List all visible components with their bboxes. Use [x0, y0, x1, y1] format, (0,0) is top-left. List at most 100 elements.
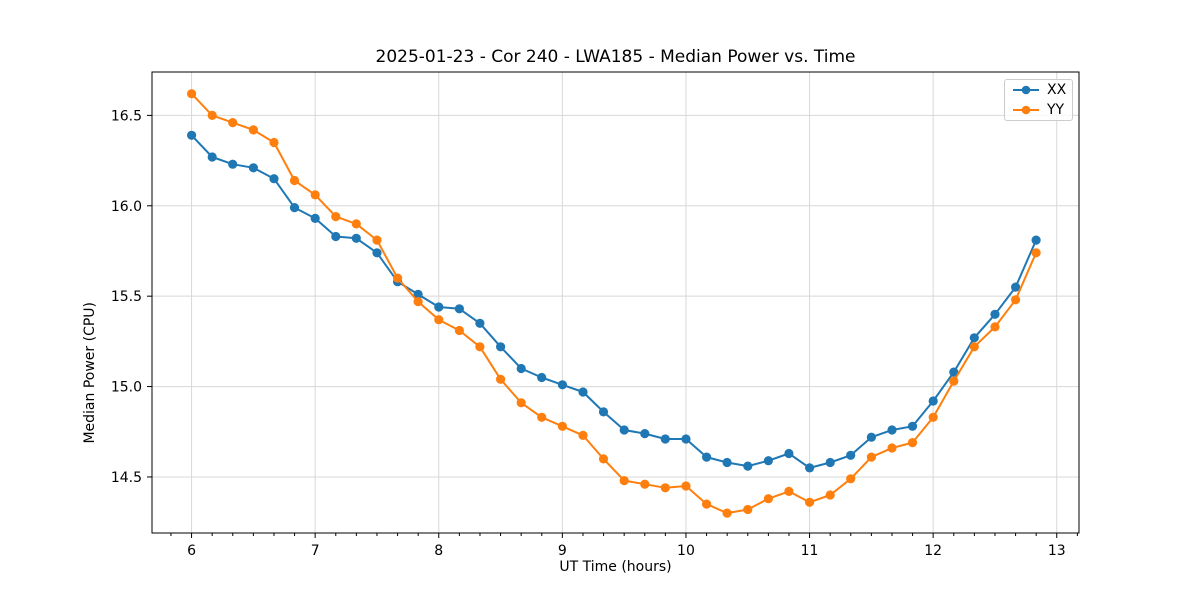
y-tick-label: 14.5 [111, 470, 142, 486]
data-point-yy [289, 175, 300, 186]
data-point-xx [1011, 282, 1021, 292]
data-point-xx [681, 434, 691, 444]
data-point-xx [351, 233, 361, 243]
x-tick-label: 9 [558, 543, 567, 559]
data-point-yy [331, 212, 341, 222]
data-point-yy [928, 412, 938, 422]
data-point-yy [1011, 295, 1021, 305]
data-point-xx [949, 367, 959, 377]
data-point-xx [784, 448, 794, 459]
data-point-xx [722, 457, 732, 468]
data-point-yy [516, 398, 526, 408]
data-point-xx [805, 463, 815, 473]
data-point-yy [372, 235, 382, 245]
data-point-yy [702, 499, 712, 509]
axes-frame [151, 71, 1080, 534]
data-point-xx [578, 387, 588, 397]
data-point-yy [187, 89, 197, 99]
data-point-xx [434, 302, 444, 312]
x-tick-label: 8 [434, 543, 443, 559]
data-point-xx [187, 130, 197, 140]
x-tick-label: 13 [1048, 543, 1066, 559]
data-point-xx [887, 425, 897, 435]
data-point-yy [660, 483, 670, 493]
data-point-yy [763, 494, 774, 504]
y-tick-label: 15.0 [111, 380, 142, 396]
data-point-yy [310, 190, 320, 200]
data-point-xx [331, 231, 341, 242]
data-point-xx [289, 203, 300, 213]
data-point-yy [969, 342, 979, 352]
data-point-xx [248, 163, 258, 173]
data-point-yy [619, 476, 629, 486]
data-point-yy [598, 454, 609, 464]
x-tick-label: 7 [311, 543, 320, 559]
data-point-xx [228, 159, 238, 169]
data-point-xx [598, 407, 609, 417]
data-point-xx [537, 372, 547, 383]
data-point-xx [516, 363, 526, 374]
legend-item-xx: XX [1005, 81, 1072, 99]
data-point-yy [269, 137, 279, 148]
data-point-xx [928, 396, 938, 406]
legend: XX YY [1004, 79, 1073, 121]
data-point-yy [1031, 248, 1041, 258]
data-point-yy [990, 322, 1000, 332]
data-point-yy [351, 219, 361, 229]
data-point-xx [660, 434, 670, 444]
data-point-xx [413, 289, 423, 299]
data-point-yy [475, 342, 485, 352]
chart-title: 2025-01-23 - Cor 240 - LWA185 - Median P… [375, 47, 856, 67]
data-point-xx [866, 432, 877, 442]
data-point-yy [557, 421, 568, 431]
data-point-yy [454, 325, 464, 336]
x-tick-label: 11 [801, 543, 819, 559]
data-point-xx [557, 380, 568, 390]
data-point-yy [805, 497, 815, 507]
data-point-xx [907, 421, 918, 431]
legend-marker-xx-icon [1013, 85, 1039, 95]
data-point-xx [207, 152, 217, 162]
data-point-yy [228, 118, 238, 128]
series-line-xx [190, 134, 1038, 469]
data-point-yy [784, 486, 794, 496]
data-point-xx [846, 450, 856, 460]
x-tick-label: 10 [677, 543, 695, 559]
legend-label-xx: XX [1047, 82, 1067, 98]
data-point-xx [475, 318, 485, 328]
data-point-yy [207, 110, 217, 120]
legend-item-yy: YY [1005, 101, 1072, 119]
data-point-yy [496, 374, 506, 384]
data-point-xx [619, 425, 629, 435]
data-point-yy [825, 490, 835, 500]
data-point-yy [434, 315, 444, 325]
legend-marker-yy-icon [1013, 105, 1039, 115]
data-point-yy [681, 481, 691, 491]
x-tick-label: 12 [924, 543, 942, 559]
data-point-yy [640, 479, 650, 489]
data-point-yy [722, 508, 732, 518]
data-point-xx [743, 461, 753, 471]
data-point-yy [846, 474, 856, 484]
data-point-xx [310, 213, 320, 223]
y-tick-label: 16.0 [111, 199, 142, 215]
data-point-xx [640, 429, 650, 439]
series-line-yy [190, 93, 1038, 515]
data-point-xx [825, 457, 835, 468]
data-point-xx [496, 342, 506, 352]
data-point-yy [413, 297, 423, 307]
data-point-yy [248, 125, 258, 135]
legend-label-yy: YY [1047, 102, 1065, 118]
data-point-yy [393, 273, 403, 283]
data-point-yy [866, 452, 877, 462]
data-point-xx [969, 333, 979, 343]
y-tick-label: 15.5 [111, 289, 142, 305]
data-point-yy [743, 504, 753, 515]
x-axis-label: UT Time (hours) [559, 559, 672, 575]
y-tick-label: 16.5 [111, 108, 142, 124]
data-point-yy [578, 430, 588, 440]
data-point-xx [372, 248, 382, 258]
data-point-xx [269, 174, 279, 184]
